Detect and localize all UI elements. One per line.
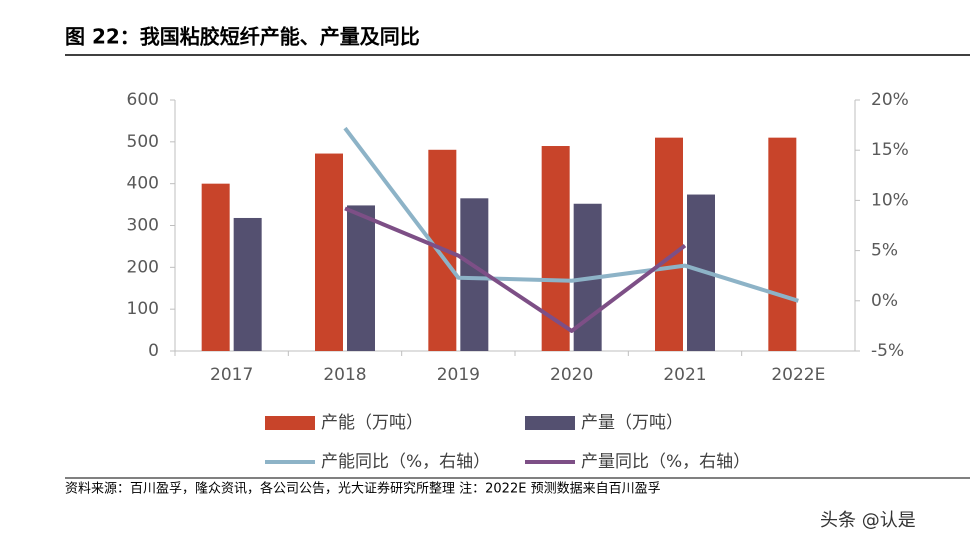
bar bbox=[201, 183, 230, 351]
y-tick-label: 0 bbox=[148, 341, 159, 361]
legend-label: 产量同比（%，右轴） bbox=[581, 452, 750, 472]
y-tick-label: 100 bbox=[127, 299, 159, 319]
y-tick-label: 500 bbox=[127, 132, 159, 152]
x-tick-label: 2022E bbox=[771, 365, 825, 385]
line bbox=[344, 206, 687, 333]
line bbox=[343, 126, 799, 303]
bar bbox=[233, 217, 262, 351]
bar bbox=[541, 146, 570, 351]
legend-swatch bbox=[525, 416, 575, 430]
legend-label: 产能同比（%，右轴） bbox=[321, 452, 490, 472]
x-tick-label: 2020 bbox=[550, 365, 593, 385]
legend-label: 产量（万吨） bbox=[581, 413, 683, 433]
x-tick-label: 2021 bbox=[663, 365, 706, 385]
watermark: 头条 @认是 bbox=[820, 510, 916, 531]
figure-title: 图 22：我国粘胶短纤产能、产量及同比 bbox=[65, 25, 420, 49]
y2-tick-label: 20% bbox=[871, 90, 909, 110]
y2-tick-label: 0% bbox=[871, 291, 898, 311]
x-tick-label: 2019 bbox=[437, 365, 480, 385]
y-tick-label: 200 bbox=[127, 257, 159, 277]
y-tick-label: 300 bbox=[127, 216, 159, 236]
bar bbox=[347, 205, 375, 351]
y2-tick-label: 10% bbox=[871, 190, 909, 210]
bar bbox=[768, 137, 797, 351]
legend-label: 产能（万吨） bbox=[321, 413, 423, 433]
source-note: 资料来源：百川盈孚，隆众资讯，各公司公告，光大证券研究所整理 注：2022E 预… bbox=[65, 481, 661, 497]
y2-tick-label: 5% bbox=[871, 241, 898, 261]
y2-tick-label: -5% bbox=[871, 341, 904, 361]
y-tick-label: 400 bbox=[127, 174, 159, 194]
bar bbox=[655, 137, 683, 351]
legend-swatch bbox=[265, 416, 315, 430]
bar bbox=[315, 153, 343, 351]
x-tick-label: 2017 bbox=[210, 365, 253, 385]
x-tick-label: 2018 bbox=[323, 365, 366, 385]
y2-tick-label: 15% bbox=[871, 140, 909, 160]
y-tick-label: 600 bbox=[127, 90, 159, 110]
